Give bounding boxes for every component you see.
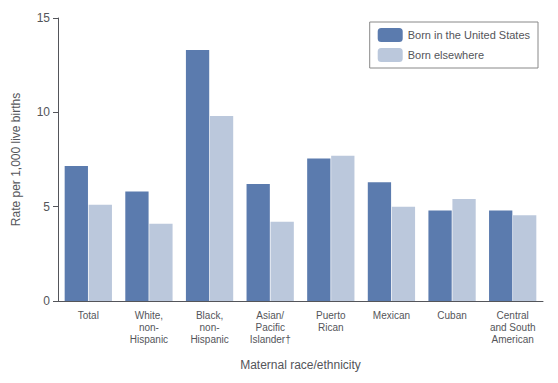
svg-text:Hispanic: Hispanic (190, 334, 228, 345)
svg-text:Hispanic: Hispanic (130, 334, 168, 345)
svg-text:non-: non- (139, 322, 159, 333)
svg-text:Central: Central (497, 310, 529, 321)
svg-text:Born elsewhere: Born elsewhere (408, 49, 484, 61)
svg-text:Islander†: Islander† (250, 334, 291, 345)
svg-text:0: 0 (43, 294, 50, 308)
svg-text:Pacific: Pacific (255, 322, 284, 333)
svg-text:Rate per 1,000 live births: Rate per 1,000 live births (9, 93, 23, 226)
svg-text:Mexican: Mexican (373, 310, 410, 321)
svg-text:and South: and South (490, 322, 536, 333)
svg-text:Black,: Black, (196, 310, 223, 321)
svg-text:non-: non- (200, 322, 220, 333)
svg-text:10: 10 (37, 105, 51, 119)
svg-text:Rican: Rican (318, 322, 344, 333)
svg-text:Puerto: Puerto (316, 310, 346, 321)
svg-text:White,: White, (135, 310, 163, 321)
svg-text:Asian/: Asian/ (256, 310, 284, 321)
svg-text:5: 5 (43, 200, 50, 214)
svg-text:Total: Total (78, 310, 99, 321)
svg-text:Born in the United States: Born in the United States (408, 29, 531, 41)
svg-text:15: 15 (37, 11, 51, 25)
svg-text:American: American (492, 334, 534, 345)
svg-text:Cuban: Cuban (437, 310, 466, 321)
svg-text:Maternal race/ethnicity: Maternal race/ethnicity (240, 358, 361, 372)
